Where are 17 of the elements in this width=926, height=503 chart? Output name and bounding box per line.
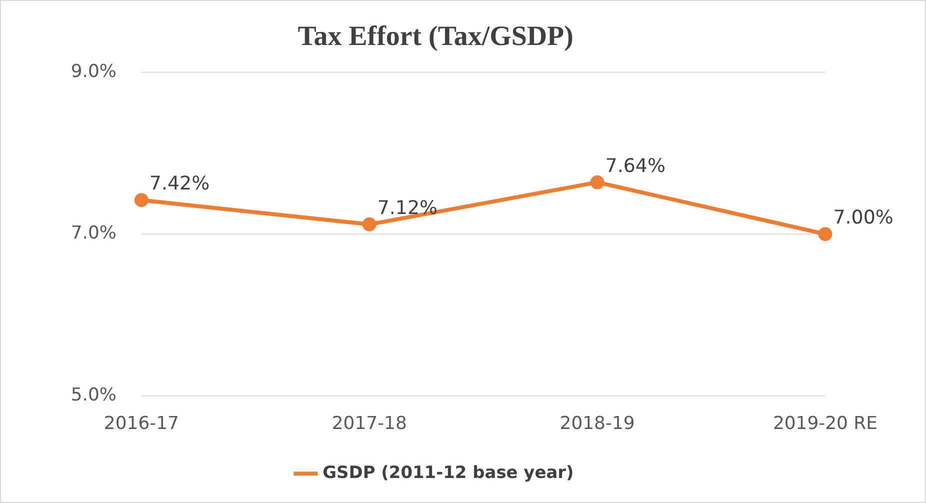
x-tick-label: 2016-17	[104, 413, 179, 434]
x-tick-label: 2019-20 RE	[772, 413, 878, 434]
point	[590, 175, 604, 190]
data-label: 7.00%	[833, 206, 894, 229]
data-label: 7.12%	[377, 196, 438, 219]
x-tick-label: 2017-18	[332, 413, 407, 434]
legend-label: GSDP (2011-12 base year)	[322, 462, 574, 482]
data-label: 7.42%	[149, 172, 210, 195]
x-tick-label: 2018-19	[560, 413, 635, 434]
point	[818, 227, 832, 242]
point	[362, 217, 376, 232]
data-label: 7.64%	[605, 154, 666, 177]
y-tick-label: 9.0%	[70, 60, 116, 82]
chart-title: Tax Effort (Tax/GSDP)	[298, 20, 574, 52]
y-tick-label: 7.0%	[70, 222, 116, 244]
point	[134, 193, 148, 208]
y-tick-label: 5.0%	[70, 384, 116, 406]
